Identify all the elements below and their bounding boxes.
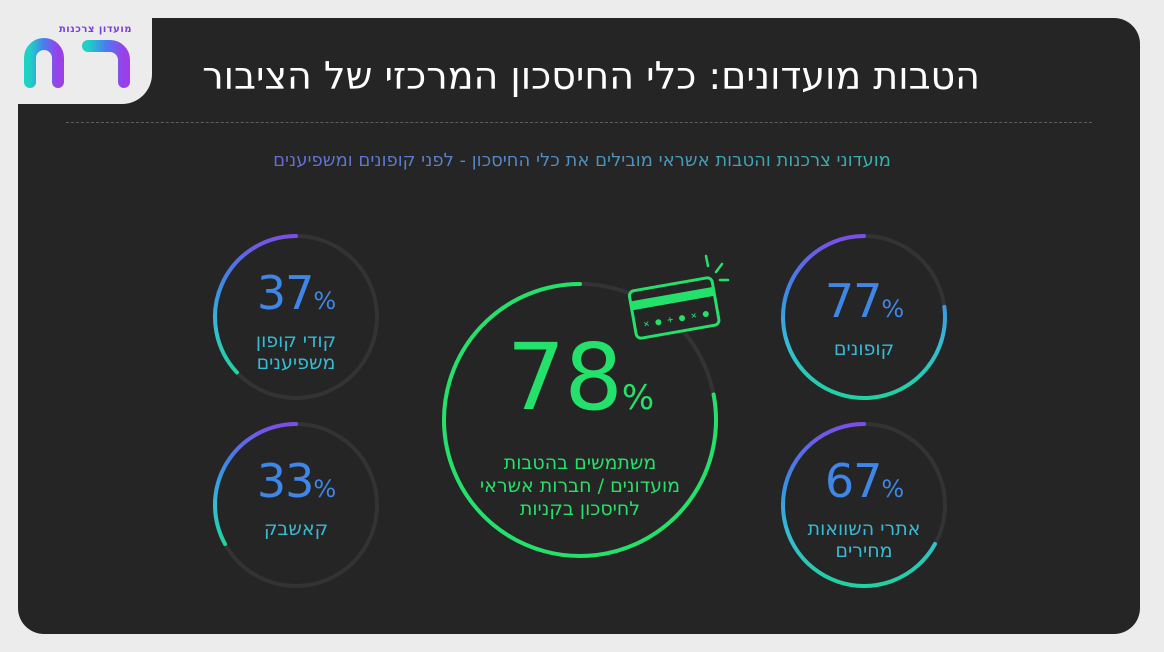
- divider: [66, 122, 1092, 123]
- stat-ring-cashback: [213, 422, 379, 588]
- ring-progress-arc: [213, 234, 298, 375]
- page-title: הטבות מועדונים: כלי החיסכון המרכזי של הצ…: [202, 54, 980, 98]
- stat-label: קופונים: [833, 338, 895, 360]
- main-stat-ring: [442, 282, 718, 558]
- logo-caption: מועדון צרכנות: [58, 24, 132, 35]
- ring-progress-arc: [442, 282, 718, 558]
- stat-coupon-codes: 37% קודי קופון משפיענים: [226, 270, 366, 374]
- brand-wordmark-icon: [24, 38, 130, 88]
- infographic-panel: [18, 18, 1140, 634]
- stat-price-comparison: 67% אתרי השוואות מחירים: [794, 458, 934, 562]
- credit-card-icon: × ● + ● × ●: [627, 254, 730, 340]
- stat-value: 33%: [256, 454, 336, 508]
- stat-label: אתרי השוואות מחירים: [807, 518, 921, 562]
- main-stat-label: משתמשים בהטבות מועדונים / חברות אשראי לח…: [479, 452, 681, 520]
- ring-progress-arc: [213, 422, 298, 547]
- stat-cashback: 33% קאשבק: [226, 458, 366, 540]
- stat-value: 37%: [256, 266, 336, 320]
- main-stat-value: 78%: [506, 324, 654, 431]
- stat-value: 77%: [824, 274, 904, 328]
- stat-ring-price-comparison: [781, 422, 947, 588]
- ring-progress-arc: [781, 234, 947, 400]
- ring-progress-arc: [781, 422, 937, 588]
- stat-coupons: 77% קופונים: [794, 278, 934, 360]
- main-stat: 78% משתמשים בהטבות מועדונים / חברות אשרא…: [455, 332, 705, 521]
- stat-label: קודי קופון משפיענים: [255, 330, 337, 374]
- stat-label: קאשבק: [263, 518, 329, 540]
- brand-logo[interactable]: מועדון צרכנות: [22, 24, 132, 88]
- subtitle: מועדוני צרכנות והטבות אשראי מובילים את כ…: [0, 150, 1164, 171]
- stat-ring-coupon-codes: [213, 234, 379, 400]
- stat-value: 67%: [824, 454, 904, 508]
- logo-tab: מועדון צרכנות: [0, 0, 152, 104]
- stat-ring-coupons: [781, 234, 947, 400]
